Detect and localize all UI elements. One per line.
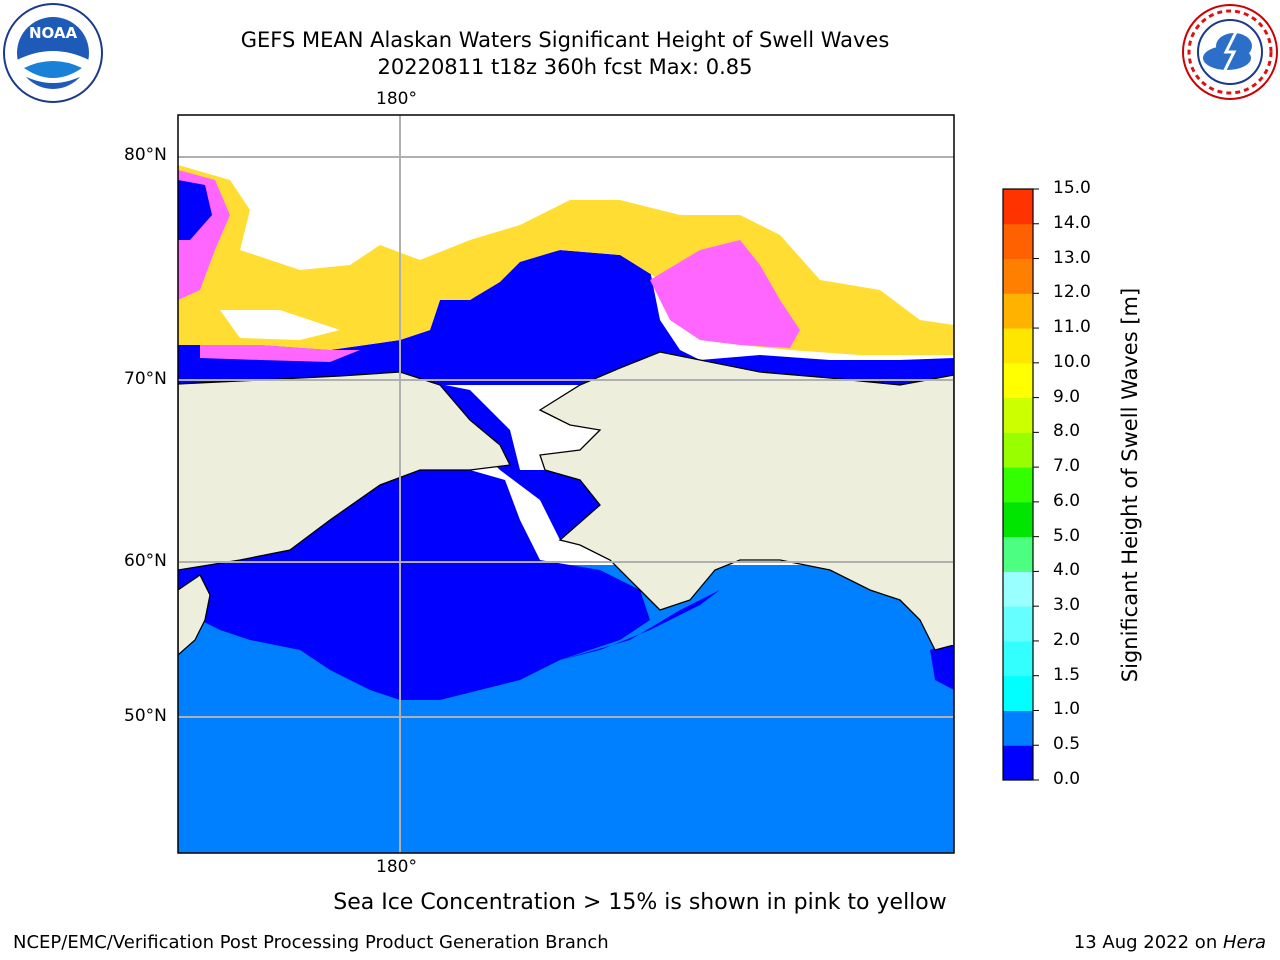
colorbar-segment [1003,362,1033,399]
colorbar-tick-label: 12.0 [1053,282,1091,303]
colorbar-tick-label: 9.0 [1053,386,1081,407]
colorbar-segment [1003,501,1033,538]
nws-logo [1182,4,1278,100]
lat-label-60: 60°N [124,551,167,571]
svg-text:NOAA: NOAA [29,24,78,42]
colorbar-tick-label: 0.0 [1053,769,1081,789]
colorbar-tick-label: 6.0 [1053,490,1081,511]
bering-sea-low-swell [178,470,650,700]
colorbar-tick-label: 14.0 [1053,212,1091,233]
arctic-low-swell-west [178,180,212,240]
colorbar-tick-label: 3.0 [1053,595,1081,616]
colorbar-tick-label: 1.5 [1053,664,1081,685]
lat-label-80: 80°N [124,145,167,165]
colorbar-tick-label: 2.0 [1053,629,1081,650]
colorbar-tick-label: 13.0 [1053,247,1091,268]
colorbar-tick-label: 11.0 [1053,317,1091,338]
colorbar-tick-label: 7.0 [1053,456,1081,477]
colorbar-tick-label: 15.0 [1053,178,1091,198]
footer-date-text: 13 Aug 2022 on [1073,932,1223,953]
colorbar-tick-label: 4.0 [1053,560,1081,581]
footer-machine: Hera [1222,932,1266,953]
land-alaska [538,351,954,651]
colorbar-segment [1003,258,1033,294]
colorbar-segment [1003,467,1033,503]
colorbar-tick-label: 8.0 [1053,421,1081,442]
colorbar-segment [1003,432,1033,468]
graticule [178,115,954,853]
colorbar-segment [1003,745,1033,781]
colorbar-label: Significant Height of Swell Waves [m] [1118,287,1142,683]
noaa-logo: NOAA [3,3,103,103]
colorbar-segment [1003,328,1033,364]
colorbar [1002,188,1039,781]
colorbar-segment [1003,536,1033,572]
open-area-white [220,310,340,340]
colorbar-tick-label: 5.0 [1053,525,1081,546]
colorbar-segment [1003,293,1033,329]
colorbar-segment [1003,606,1033,642]
colorbar-segment [1003,710,1033,746]
footer-date: 13 Aug 2022 on Hera [1074,932,1266,953]
sea-ice-pink-coast [200,345,360,362]
lon-label-top: 180° [376,89,417,109]
chukchi-sea-low-swell [178,250,954,385]
sea-ice-pink-east [650,240,800,348]
lat-label-50: 50°N [124,706,167,726]
colorbar-tick-label: 10.0 [1053,351,1091,372]
chart-subtitle: 20220811 t18z 360h fcst Max: 0.85 [377,55,753,79]
sea-ice-note: Sea Ice Concentration > 15% is shown in … [333,890,947,915]
lat-label-70: 70°N [124,369,167,389]
chart-title: GEFS MEAN Alaskan Waters Significant Hei… [240,28,890,52]
map-frame [177,114,955,854]
lon-label-bottom: 180° [376,857,417,877]
colorbar-segment [1003,397,1033,433]
colorbar-segment [1003,223,1033,260]
colorbar-segment [1003,640,1033,677]
colorbar-segment [1003,675,1033,711]
land-chukotka [178,371,511,571]
colorbar-tick-label: 0.5 [1053,734,1081,755]
colorbar-segment [1003,571,1033,607]
southeast-alaska-low-swell [930,640,954,690]
land-kamchatka [178,574,211,656]
colorbar-frame [1002,188,1034,781]
colorbar-tick-label: 1.0 [1053,699,1081,720]
colorbar-segment [1003,189,1033,225]
footer-branch: NCEP/EMC/Verification Post Processing Pr… [13,932,609,953]
